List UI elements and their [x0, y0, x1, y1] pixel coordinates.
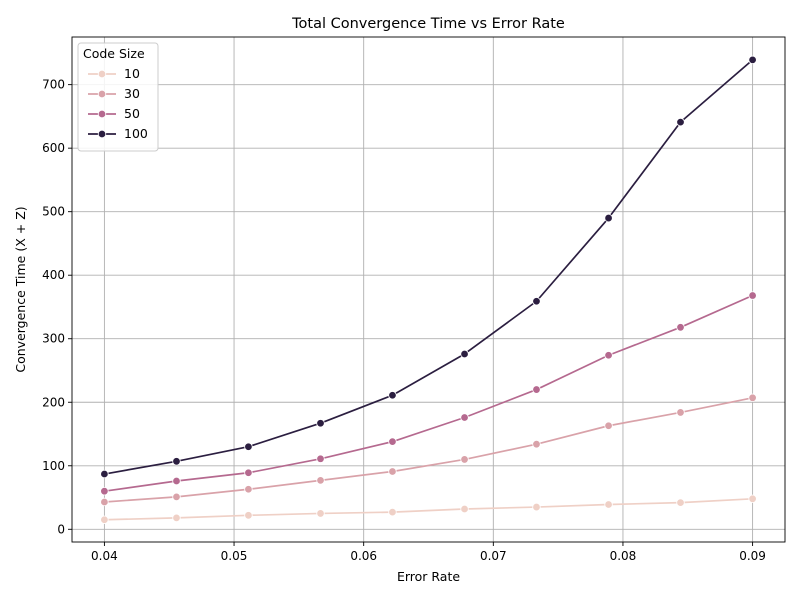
- data-point: [388, 467, 397, 476]
- data-point: [244, 442, 253, 451]
- data-point: [532, 502, 541, 512]
- data-point: [532, 385, 541, 394]
- axis-ticks: 0.04 0.05 0.06 0.07 0.08 0.09 0 100 200 300 400 500…: [42, 78, 766, 563]
- data-point: [172, 492, 181, 502]
- data-point: [532, 297, 541, 306]
- chart-title: Total Convergence Time vs Error Rate: [291, 16, 565, 32]
- legend-label: 100: [124, 126, 148, 141]
- x-axis-label: Error Rate: [397, 569, 460, 584]
- series-50: [100, 291, 757, 496]
- data-point: [388, 507, 397, 517]
- data-point: [748, 393, 757, 403]
- y-tick-label: 500: [42, 205, 65, 219]
- data-point: [460, 349, 469, 359]
- data-point: [676, 117, 685, 127]
- data-point: [100, 515, 109, 524]
- legend-item: 100: [88, 126, 148, 141]
- series-10: [100, 494, 757, 524]
- y-tick-label: 400: [42, 268, 65, 282]
- x-tick-label: 0.07: [480, 549, 507, 563]
- x-tick-label: 0.06: [350, 549, 377, 563]
- legend-box: [77, 42, 159, 152]
- legend-item: 50: [88, 106, 140, 121]
- legend-label: 50: [124, 106, 140, 121]
- data-point: [316, 454, 325, 463]
- data-point: [244, 468, 253, 477]
- series-100: [100, 55, 757, 479]
- legend-swatch-marker: [97, 89, 107, 99]
- data-point: [460, 413, 469, 422]
- x-tick-label: 0.09: [739, 549, 766, 563]
- x-tick-label: 0.05: [221, 549, 248, 563]
- series-30: [100, 393, 757, 507]
- data-point: [604, 213, 613, 223]
- data-point: [748, 55, 757, 65]
- data-point: [388, 437, 397, 446]
- data-point: [388, 391, 397, 400]
- x-tick-label: 0.08: [610, 549, 637, 563]
- data-point: [100, 486, 109, 496]
- series-line: [104, 396, 753, 503]
- legend-title: Code Size: [83, 46, 145, 61]
- y-tick-label: 700: [42, 78, 65, 92]
- legend-item: 30: [88, 86, 140, 101]
- data-point: [172, 513, 181, 523]
- legend: Code Size 10 30 50 100: [77, 42, 159, 152]
- data-point: [244, 485, 253, 494]
- data-point: [172, 457, 181, 466]
- data-point: [748, 494, 757, 504]
- data-point: [604, 500, 613, 509]
- data-point: [748, 291, 757, 300]
- legend-items: 10 30 50 100: [88, 66, 148, 141]
- legend-swatch-marker: [97, 109, 107, 119]
- series-line: [104, 294, 753, 493]
- legend-item: 10: [88, 66, 140, 81]
- y-tick-label: 0: [57, 522, 65, 536]
- data-point: [676, 498, 685, 507]
- y-axis-label: Convergence Time (X + Z): [13, 206, 28, 372]
- data-point: [532, 439, 541, 449]
- data-point: [604, 351, 613, 360]
- y-tick-label: 200: [42, 395, 65, 409]
- y-tick-label: 600: [42, 141, 65, 155]
- data-point: [460, 455, 469, 464]
- data-point: [604, 421, 613, 430]
- legend-label: 10: [124, 66, 140, 81]
- data-point: [316, 419, 325, 428]
- data-point: [676, 323, 685, 332]
- data-point: [244, 511, 253, 520]
- x-tick-label: 0.04: [91, 549, 118, 563]
- legend-swatch-marker: [97, 129, 107, 139]
- data-point: [676, 408, 685, 417]
- legend-swatch-marker: [97, 69, 107, 79]
- grid: [72, 37, 785, 542]
- plot-area-frame: [71, 36, 786, 543]
- data-point: [172, 476, 181, 486]
- y-tick-label: 300: [42, 332, 65, 346]
- data-point: [316, 476, 325, 485]
- data-point: [100, 497, 109, 507]
- data-point: [460, 504, 469, 514]
- series-group: [100, 55, 757, 524]
- legend-label: 30: [124, 86, 140, 101]
- series-line: [104, 59, 754, 475]
- series-line: [104, 497, 753, 521]
- y-tick-label: 100: [42, 459, 65, 473]
- data-point: [100, 469, 109, 479]
- data-point: [316, 509, 325, 518]
